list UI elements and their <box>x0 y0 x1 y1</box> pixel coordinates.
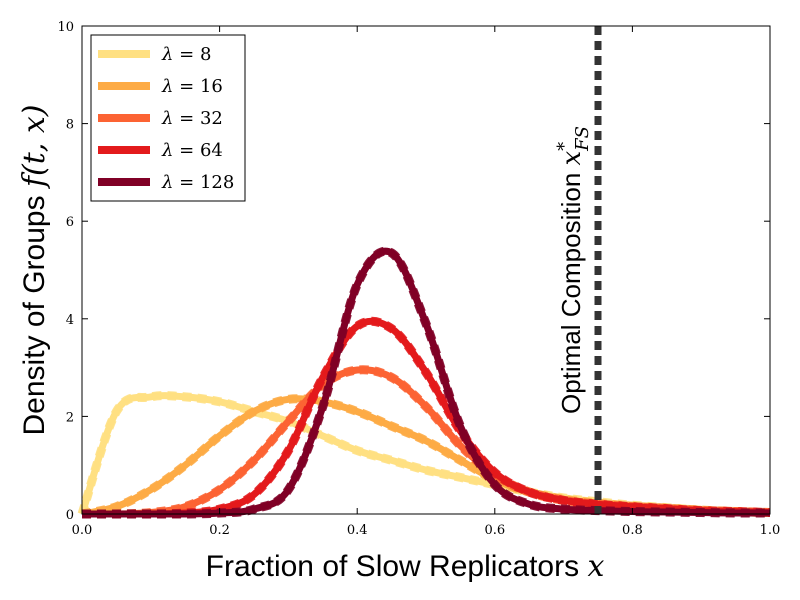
x-tick-label: 0.4 <box>347 523 368 538</box>
y-axis-label-var: f(t, x) <box>17 104 52 189</box>
legend-label-value: = 64 <box>179 140 223 161</box>
x-tick-label: 0.8 <box>622 523 643 538</box>
x-axis-label-var: x <box>587 549 604 584</box>
y-tick-label: 2 <box>66 410 74 425</box>
optimal-composition-var: x <box>557 150 587 165</box>
x-tick-label: 0.6 <box>484 523 505 538</box>
legend-label-lambda: λ <box>161 76 179 97</box>
legend-label-lambda: λ <box>161 172 179 193</box>
legend-item-8: λ = 8 <box>98 44 211 65</box>
x-tick-label: 1.0 <box>760 523 781 538</box>
legend-label: λ = 64 <box>161 140 223 161</box>
legend-item-16: λ = 16 <box>98 76 223 97</box>
annotation-layer: Optimal Composition x*FS <box>554 26 602 514</box>
y-axis-label-text: Density of Groups <box>18 195 51 435</box>
legend-label: λ = 8 <box>161 44 211 65</box>
legend: λ = 8λ = 16λ = 32λ = 64λ = 128 <box>90 34 246 202</box>
optimal-composition-var-sup: * <box>554 142 575 151</box>
legend-item-64: λ = 64 <box>98 140 223 161</box>
y-tick-label: 0 <box>66 508 74 523</box>
legend-label-lambda: λ <box>161 44 179 65</box>
x-tick-label: 0.2 <box>209 523 230 538</box>
legend-label-lambda: λ <box>161 108 179 129</box>
legend-label-value: = 16 <box>179 76 223 97</box>
y-tick-label: 10 <box>57 20 74 35</box>
legend-label-value: = 128 <box>179 172 234 193</box>
y-axis-label: Density of Groups f(t, x) <box>17 104 52 435</box>
optimal-composition-text: Optimal Composition <box>556 165 586 414</box>
legend-item-32: λ = 32 <box>98 108 223 129</box>
optimal-composition-var-sub: FS <box>572 126 593 152</box>
legend-label: λ = 128 <box>161 172 234 193</box>
x-axis-label: Fraction of Slow Replicators x <box>206 549 605 584</box>
y-tick-label: 8 <box>66 118 74 133</box>
series-32-dashed-line <box>81 365 771 519</box>
legend-items: λ = 8λ = 16λ = 32λ = 64λ = 128 <box>98 44 234 193</box>
y-tick-label: 6 <box>66 215 74 230</box>
optimal-composition-label: Optimal Composition x*FS <box>554 126 593 414</box>
legend-item-128: λ = 128 <box>98 172 234 193</box>
plot-frame <box>81 25 771 515</box>
legend-label: λ = 32 <box>161 108 223 129</box>
axis-ticks: 0.0 0.2 0.4 0.6 0.8 1.0 0 2 4 6 8 10 <box>57 20 780 538</box>
legend-label-value: = 32 <box>179 108 223 129</box>
legend-label: λ = 16 <box>161 76 223 97</box>
x-axis-label-text: Fraction of Slow Replicators <box>206 550 579 583</box>
legend-label-lambda: λ <box>161 140 179 161</box>
x-tick-label: 0.0 <box>72 523 93 538</box>
legend-label-value: = 8 <box>179 44 211 65</box>
y-tick-label: 4 <box>66 313 74 328</box>
